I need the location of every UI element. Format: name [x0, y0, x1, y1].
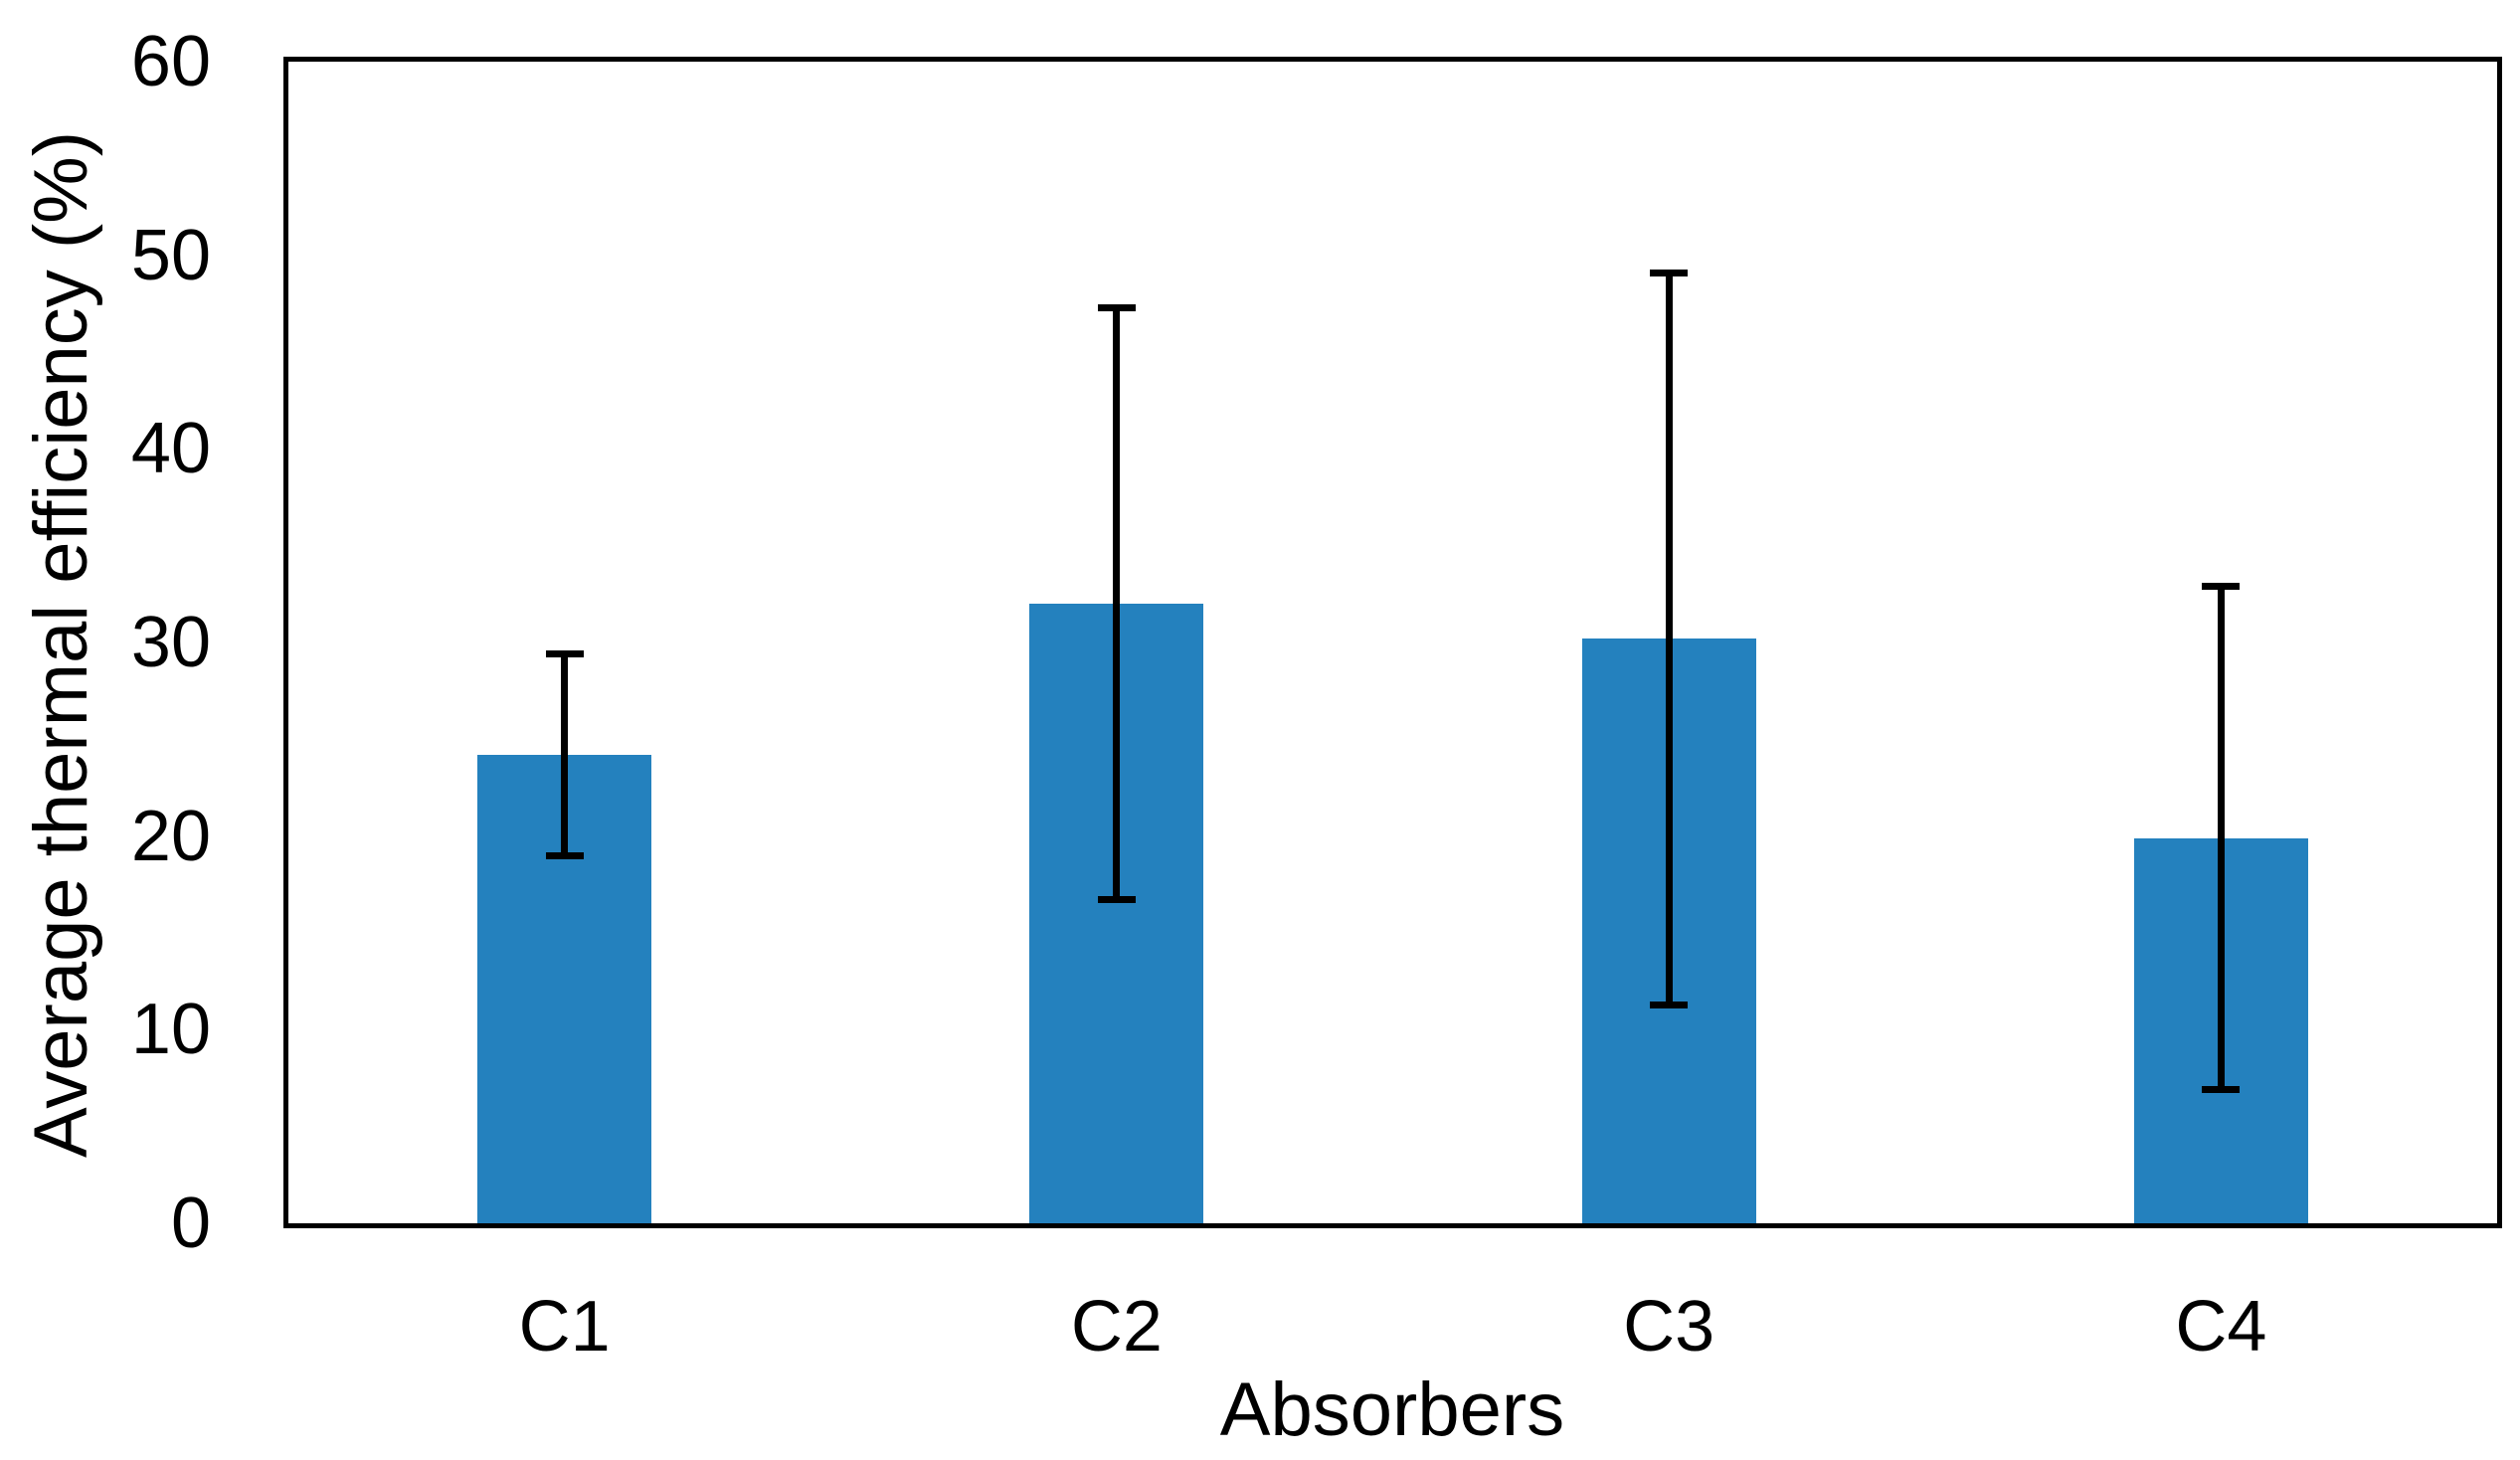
- error-bar-c1: [561, 653, 569, 856]
- x-tick-label-c2: C2: [1070, 1287, 1163, 1367]
- error-bar-bottom-cap-c2: [1097, 896, 1136, 904]
- x-tick-label-c3: C3: [1623, 1287, 1715, 1367]
- error-bar-bottom-cap-c3: [1650, 1001, 1689, 1008]
- x-tick-label-c1: C1: [518, 1287, 611, 1367]
- plot-area: [283, 57, 2502, 1228]
- y-tick-label-10: 10: [130, 990, 211, 1070]
- y-tick-label-0: 0: [170, 1184, 211, 1263]
- x-tick-label-c4: C4: [2175, 1287, 2267, 1367]
- error-bar-top-cap-c2: [1097, 303, 1136, 311]
- error-bar-c3: [1665, 273, 1673, 1004]
- y-tick-label-30: 30: [130, 603, 211, 682]
- error-bar-bottom-cap-c1: [545, 851, 584, 859]
- error-bar-top-cap-c1: [545, 650, 584, 658]
- y-tick-label-60: 60: [130, 22, 211, 101]
- x-axis-title: Absorbers: [1219, 1368, 1565, 1452]
- y-tick-label-50: 50: [130, 215, 211, 295]
- error-bar-bottom-cap-c4: [2202, 1086, 2241, 1094]
- y-tick-label-40: 40: [130, 409, 211, 489]
- error-bar-c4: [2217, 586, 2225, 1090]
- error-bar-c2: [1113, 307, 1121, 900]
- error-bar-top-cap-c4: [2202, 583, 2241, 591]
- y-tick-label-20: 20: [130, 796, 211, 876]
- error-bar-top-cap-c3: [1650, 269, 1689, 276]
